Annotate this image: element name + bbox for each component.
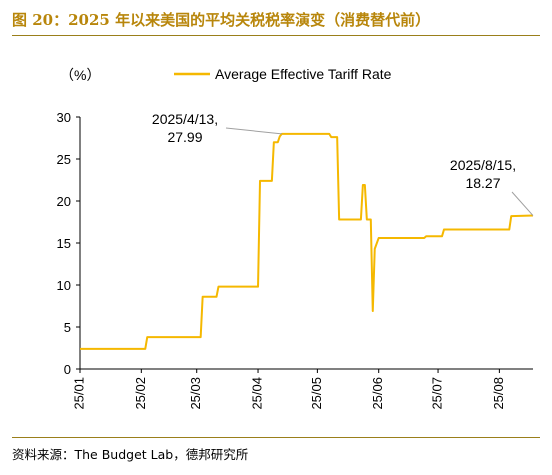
legend: Average Effective Tariff Rate	[174, 66, 392, 82]
y-axis-unit-label: （%）	[60, 67, 100, 83]
tariff-rate-line-chart: （%） Average Effective Tariff Rate 0 5 10 15…	[57, 66, 534, 410]
x-tick-label: 25/06	[370, 377, 385, 410]
x-tick-label: 25/03	[188, 377, 203, 410]
series-marks	[80, 132, 534, 350]
x-tick-label: 25/08	[491, 377, 506, 410]
annotation-label: 2025/8/15,	[450, 157, 516, 173]
annotations: 2025/4/13, 27.99 2025/8/15, 18.27	[152, 111, 534, 216]
y-tick-label: 20	[57, 194, 71, 209]
annotation-leader	[225, 127, 282, 135]
x-tick-label: 25/02	[133, 377, 148, 410]
annotation-label: 2025/4/13,	[152, 111, 218, 127]
title-divider	[12, 35, 540, 36]
y-tick-label: 10	[57, 278, 71, 293]
x-tick-label: 25/07	[429, 377, 444, 410]
y-tick-label: 15	[57, 236, 71, 251]
source-divider	[12, 437, 540, 438]
x-tick-label: 25/05	[309, 377, 324, 410]
x-tick-label: 25/01	[71, 377, 86, 410]
annotation-label: 18.27	[465, 175, 500, 191]
figure-title: 图 20：2025 年以来美国的平均关税税率演变（消费替代前）	[12, 11, 431, 29]
y-tick-label: 30	[57, 110, 71, 125]
legend-label: Average Effective Tariff Rate	[215, 66, 392, 82]
y-tick-label: 5	[64, 320, 71, 335]
figure-source: 资料来源：The Budget Lab，德邦研究所	[12, 447, 249, 462]
annotation-label: 27.99	[167, 129, 202, 145]
annotation-leader	[511, 191, 534, 216]
x-tick-label: 25/04	[249, 377, 264, 410]
y-tick-label: 0	[64, 362, 71, 377]
y-tick-label: 25	[57, 152, 71, 167]
series-line	[80, 132, 534, 350]
axes: 0 5 10 15 20 25 30 25/01 25/02 25/03 25/04 25/05 25/…	[57, 110, 533, 410]
